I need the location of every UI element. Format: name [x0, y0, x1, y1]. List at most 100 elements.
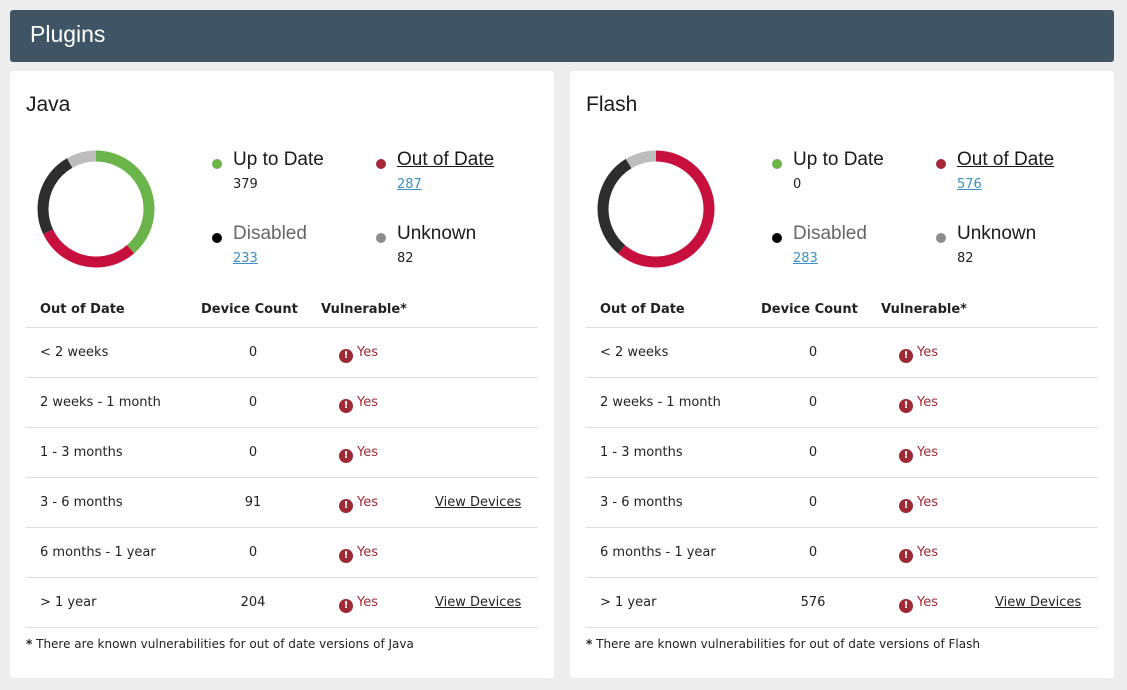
device-count-cell: 0 [808, 345, 818, 360]
device-count-cell: 576 [800, 595, 826, 610]
vulnerable-value: Yes [917, 445, 938, 460]
vulnerable-cell: ! Yes [899, 345, 938, 363]
range-cell: 6 months - 1 year [40, 545, 156, 560]
legend-value: 379 [233, 177, 258, 192]
vulnerable-value: Yes [917, 595, 938, 610]
vulnerable-cell: ! Yes [339, 345, 378, 363]
vulnerable-value: Yes [357, 595, 378, 610]
vulnerable-cell: ! Yes [899, 495, 938, 513]
table-row: 3 - 6 months 0! Yes [586, 478, 1098, 528]
range-cell: 1 - 3 months [600, 445, 683, 460]
vulnerable-cell: ! Yes [899, 395, 938, 413]
table-row: 2 weeks - 1 month 0! Yes [586, 378, 1098, 428]
footnote-text: There are known vulnerabilities for out … [36, 637, 414, 651]
alert-icon: ! [339, 599, 353, 613]
alert-icon: ! [339, 549, 353, 563]
disabled-segment [37, 150, 155, 268]
column-header-range: Out of Date [40, 302, 125, 317]
vulnerable-cell: ! Yes [339, 445, 378, 463]
page-header: Plugins [10, 10, 1114, 62]
view-devices-link[interactable]: View Devices [995, 595, 1082, 610]
alert-icon: ! [899, 549, 913, 563]
legend-label: Up to Date [233, 149, 324, 170]
vulnerable-value: Yes [357, 495, 378, 510]
disabled-count-link[interactable]: 233 [233, 251, 258, 266]
out-of-date-count-link[interactable]: 576 [957, 177, 982, 192]
column-header-count: Device Count [201, 302, 298, 317]
device-count-cell: 0 [808, 495, 818, 510]
vulnerable-cell: ! Yes [339, 395, 378, 413]
device-count-cell: 91 [244, 495, 262, 510]
out-of-date-link[interactable]: Out of Date [957, 149, 1055, 170]
column-header-count: Device Count [761, 302, 858, 317]
vulnerable-value: Yes [917, 345, 938, 360]
table-row: 6 months - 1 year 0! Yes [26, 528, 538, 578]
alert-icon: ! [339, 449, 353, 463]
vulnerable-value: Yes [917, 495, 938, 510]
alert-icon: ! [899, 399, 913, 413]
device-count-cell: 0 [808, 445, 818, 460]
range-cell: 3 - 6 months [600, 495, 683, 510]
table-row: < 2 weeks 0! Yes [26, 328, 538, 378]
vulnerable-value: Yes [917, 395, 938, 410]
legend-label: Disabled [233, 223, 307, 244]
column-header-range: Out of Date [600, 302, 685, 317]
range-cell: 2 weeks - 1 month [40, 395, 161, 410]
table-row: 3 - 6 months 91! Yes View Devices [26, 478, 538, 528]
vulnerable-value: Yes [917, 545, 938, 560]
table-row: < 2 weeks 0 ! Yes [586, 328, 1098, 378]
table-header: Out of Date Device Count Vulnerable* [26, 293, 538, 328]
out-of-date-count-link[interactable]: 287 [397, 177, 422, 192]
disabled-dot-icon [212, 233, 222, 243]
footnote-text: There are known vulnerabilities for out … [596, 637, 980, 651]
status-donut-chart [37, 150, 155, 268]
vulnerable-cell: ! Yes [899, 595, 938, 613]
range-cell: > 1 year [600, 595, 657, 610]
table-row: > 1 year 204! Yes View Devices [26, 578, 538, 628]
view-devices-link[interactable]: View Devices [435, 595, 522, 610]
vulnerable-cell: ! Yes [339, 595, 378, 613]
vulnerable-value: Yes [357, 345, 378, 360]
up-to-date-dot-icon [772, 159, 782, 169]
legend-value: 82 [397, 251, 414, 266]
alert-icon: ! [899, 599, 913, 613]
column-header-vulnerable: Vulnerable* [881, 302, 967, 317]
alert-icon: ! [899, 499, 913, 513]
range-cell: 2 weeks - 1 month [600, 395, 721, 410]
panel-title: Flash [586, 93, 638, 116]
up-to-date-dot-icon [212, 159, 222, 169]
alert-icon: ! [339, 349, 353, 363]
out-of-date-dot-icon [936, 159, 946, 169]
out-of-date-table: Out of Date Device Count Vulnerable* < 2… [26, 293, 538, 628]
table-body: < 2 weeks 0! Yes 2 weeks - 1 month 0! Yes 1 - … [586, 328, 1098, 628]
legend-value: 0 [793, 177, 802, 192]
disabled-count-link[interactable]: 283 [793, 251, 818, 266]
vulnerable-value: Yes [357, 545, 378, 560]
page-title: Plugins [30, 21, 106, 47]
flash-panel: Flash Up to Date 0 Out of Date 576 Disab… [570, 71, 1114, 678]
out-of-date-link[interactable]: Out of Date [397, 149, 495, 170]
vulnerable-cell: ! Yes [339, 495, 378, 513]
alert-icon: ! [339, 499, 353, 513]
java-panel: Java Up to Date 379 Out of Date 287 Disa… [10, 71, 554, 678]
vulnerable-cell: ! Yes [899, 445, 938, 463]
device-count-cell: 204 [240, 595, 266, 610]
range-cell: > 1 year [40, 595, 97, 610]
footnote: * There are known vulnerabilities for ou… [26, 637, 414, 651]
range-cell: < 2 weeks [600, 345, 669, 360]
vulnerable-cell: ! Yes [899, 545, 938, 563]
out-of-date-table: Out of Date Device Count Vulnerable* < 2… [586, 293, 1098, 628]
disabled-dot-icon [772, 233, 782, 243]
device-count-cell: 0 [248, 445, 258, 460]
table-row: 2 weeks - 1 month 0 ! Yes [26, 378, 538, 428]
legend-label: Disabled [793, 223, 867, 244]
table-row: 6 months - 1 year 0! Yes [586, 528, 1098, 578]
table-body: < 2 weeks 0! Yes 2 weeks - 1 month 0! Yes 1 - … [26, 328, 538, 628]
table-row: > 1 year 576! Yes View Devices [586, 578, 1098, 628]
view-devices-link[interactable]: View Devices [435, 495, 522, 510]
device-count-cell: 0 [248, 395, 258, 410]
range-cell: 1 - 3 months [40, 445, 123, 460]
device-count-cell: 0 [808, 395, 818, 410]
legend-label: Up to Date [793, 149, 884, 170]
out-of-date-segment [37, 150, 155, 268]
